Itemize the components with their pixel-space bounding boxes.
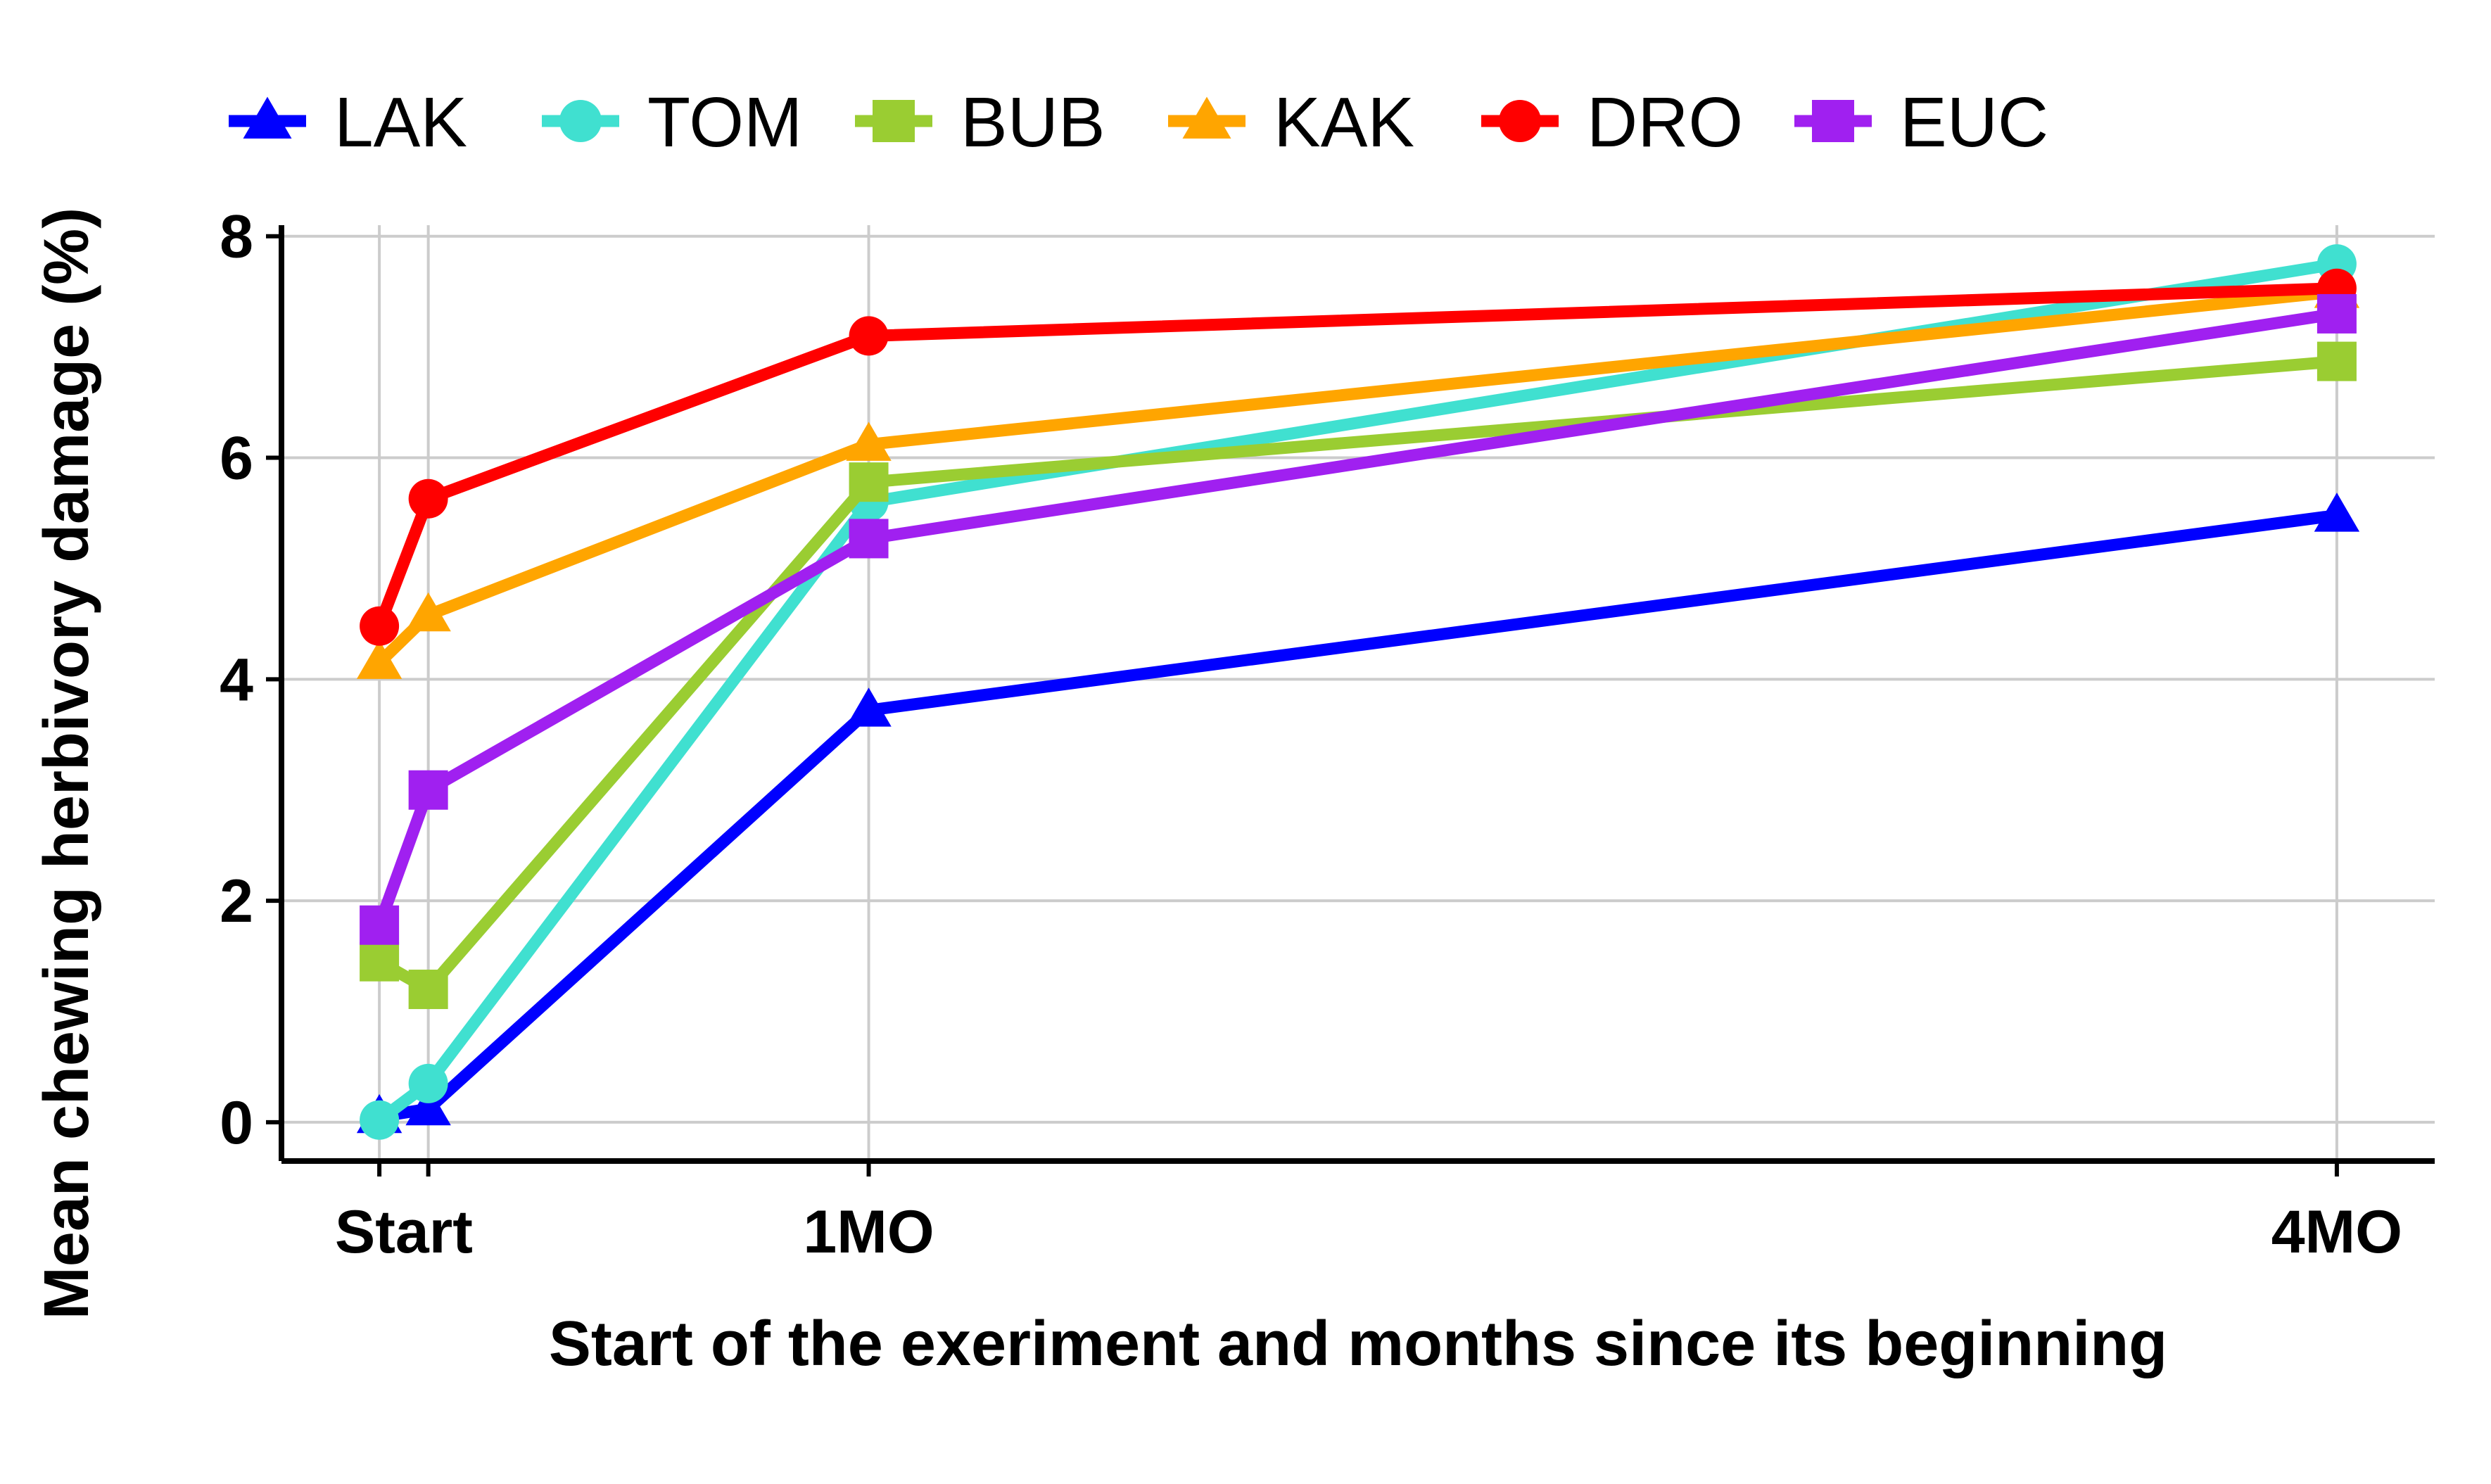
data-point-lak (405, 1086, 451, 1126)
data-point-bub (360, 941, 400, 982)
data-point-lak (2314, 493, 2360, 532)
series-line-lak (373, 509, 2343, 1123)
x-tick-label: 1MO (803, 1198, 934, 1266)
legend-marker (1499, 100, 1541, 142)
legend-label: TOM (647, 83, 802, 162)
x-tick-label: Start (335, 1198, 473, 1266)
axes: 0 2 4 6 8 Start 1MO 4MO (220, 203, 2435, 1266)
data-point-euc (849, 519, 889, 559)
legend-marker (1182, 96, 1231, 139)
legend-item-tom: TOM (542, 83, 802, 162)
series-lak (356, 493, 2360, 1134)
legend-label: BUB (961, 83, 1105, 162)
legend-item-bub: BUB (855, 83, 1105, 162)
x-axis-title: Start of the exeriment and months since … (549, 1309, 2167, 1379)
legend: LAK TOM BUB KAK DRO EUC (229, 83, 2048, 162)
legend-label: KAK (1274, 83, 1414, 162)
data-point-tom (408, 1063, 448, 1103)
series-line-euc (373, 307, 2343, 932)
data-point-dro (408, 478, 448, 519)
legend-label: EUC (1900, 83, 2048, 162)
legend-label: LAK (334, 83, 467, 162)
y-tick-label: 0 (220, 1089, 253, 1157)
legend-item-dro: DRO (1481, 83, 1743, 162)
legend-item-lak: LAK (229, 83, 467, 162)
data-point-bub (2316, 341, 2357, 381)
legend-marker (243, 96, 292, 139)
y-tick-label: 4 (220, 646, 253, 714)
series-line-dro (373, 282, 2343, 633)
legend-label: DRO (1587, 83, 1743, 162)
data-point-kak (405, 592, 451, 632)
legend-marker (1812, 100, 1854, 142)
series-euc (360, 293, 2357, 945)
series-bub (360, 341, 2357, 1010)
y-axis-title: Mean chewing herbivory damage (%) (32, 208, 102, 1319)
data-point-kak (356, 640, 403, 679)
legend-item-euc: EUC (1794, 83, 2048, 162)
series-group (356, 244, 2360, 1140)
data-point-euc (2316, 293, 2357, 334)
grid (281, 225, 2435, 1161)
data-point-bub (849, 462, 889, 502)
legend-marker (559, 100, 602, 142)
series-line-tom (373, 258, 2343, 1127)
data-point-bub (408, 970, 448, 1010)
data-point-tom (360, 1100, 400, 1140)
series-line-kak (373, 285, 2343, 669)
y-tick-label: 6 (220, 425, 253, 493)
series-kak (356, 269, 2360, 679)
data-point-kak (846, 421, 892, 461)
data-point-dro (360, 606, 400, 646)
y-tick-label: 8 (220, 203, 253, 271)
y-tick-label: 2 (220, 868, 253, 935)
x-tick-label: 4MO (2271, 1198, 2402, 1266)
data-point-dro (849, 316, 889, 356)
data-point-lak (846, 687, 892, 727)
data-point-euc (408, 770, 448, 810)
data-point-euc (360, 905, 400, 945)
legend-item-kak: KAK (1168, 83, 1414, 162)
legend-marker (873, 100, 915, 142)
